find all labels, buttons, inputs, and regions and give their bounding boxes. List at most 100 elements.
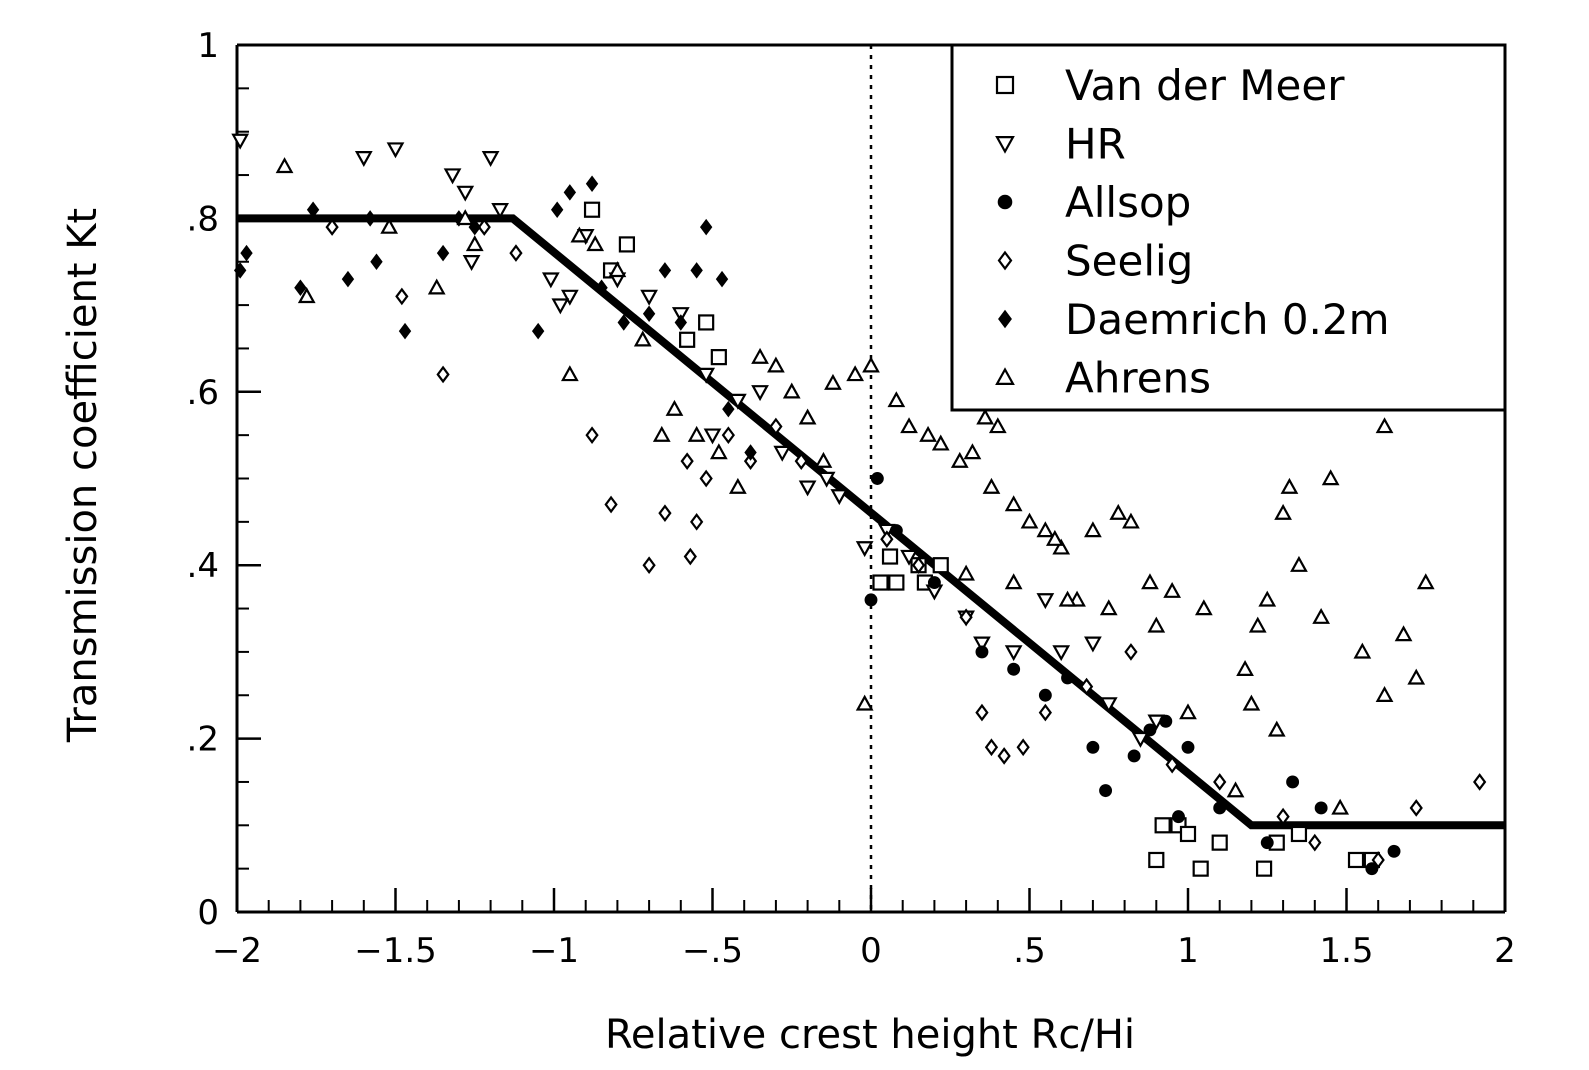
x-tick-label: −2 <box>212 931 262 971</box>
data-point-allsop <box>1159 714 1173 728</box>
data-point-hr <box>1004 645 1023 662</box>
data-point-allsop <box>1127 749 1141 763</box>
legend-label-allsop: Allsop <box>1065 178 1191 227</box>
data-point-ahrens <box>919 425 937 442</box>
data-point-ahrens <box>1163 581 1182 598</box>
data-point-ahrens <box>1280 477 1299 494</box>
data-point-seelig <box>325 218 339 236</box>
data-point-ahrens <box>297 287 316 304</box>
data-point-seelig <box>1165 755 1179 774</box>
data-point-seelig <box>395 287 409 306</box>
data-point-ahrens <box>1058 590 1077 607</box>
data-point-daemrich-0-2m <box>398 322 412 340</box>
data-point-ahrens <box>1321 469 1340 486</box>
data-point-van-der-meer <box>1179 825 1197 843</box>
data-point-daemrich-0-2m <box>715 270 729 288</box>
data-point-ahrens <box>1267 720 1286 737</box>
data-point-ahrens <box>846 365 865 382</box>
data-point-ahrens <box>1045 529 1064 546</box>
data-point-hr <box>456 185 475 202</box>
data-point-hr <box>443 168 462 185</box>
data-point-ahrens <box>665 399 684 416</box>
data-point-van-der-meer <box>1192 860 1209 877</box>
legend-marker-van-der-meer <box>995 75 1015 95</box>
x-axis-title: Relative crest height Rc/Hi <box>605 1012 1135 1058</box>
data-point-ahrens <box>728 477 747 494</box>
data-point-ahrens <box>988 417 1007 434</box>
data-point-hr <box>697 367 716 384</box>
data-point-van-der-meer <box>881 548 899 565</box>
data-point-seelig <box>509 244 523 262</box>
y-axis-title: Transmission coefficient Kt <box>60 208 106 743</box>
data-point-hr <box>231 133 250 150</box>
data-point-ahrens <box>963 443 982 460</box>
data-point-hr <box>798 480 817 497</box>
data-point-van-der-meer <box>872 574 889 591</box>
data-point-ahrens <box>1258 590 1277 607</box>
data-point-ahrens <box>1084 521 1102 538</box>
data-point-ahrens <box>887 391 906 408</box>
data-point-seelig <box>436 365 450 384</box>
data-point-van-der-meer <box>932 557 949 574</box>
data-point-ahrens <box>814 451 833 468</box>
data-point-seelig <box>680 452 694 470</box>
data-point-seelig <box>721 426 735 444</box>
data-point-ahrens <box>862 356 880 373</box>
data-point-hr <box>1052 645 1071 662</box>
data-point-ahrens <box>1122 512 1140 529</box>
data-point-allsop <box>927 576 941 589</box>
data-point-ahrens <box>957 564 975 581</box>
data-point-daemrich-0-2m <box>595 279 608 297</box>
data-point-daemrich-0-2m <box>550 201 564 218</box>
data-point-van-der-meer <box>888 574 905 591</box>
data-points-layer <box>231 133 1487 877</box>
y-tick-label: .4 <box>187 546 219 586</box>
data-point-van-der-meer <box>1255 860 1273 877</box>
data-point-ahrens <box>608 261 627 278</box>
legend-marker-seelig <box>997 250 1013 271</box>
data-point-hr <box>751 385 769 402</box>
data-point-ahrens <box>982 477 1001 494</box>
data-point-seelig <box>1473 773 1487 791</box>
data-point-seelig <box>585 426 599 444</box>
data-point-daemrich-0-2m <box>674 314 687 331</box>
data-point-daemrich-0-2m <box>531 322 545 340</box>
y-tick-label: 1 <box>197 26 219 66</box>
data-point-seelig <box>1079 677 1094 696</box>
data-point-seelig <box>1276 807 1290 826</box>
data-point-daemrich-0-2m <box>233 262 247 279</box>
x-tick-label: 1.5 <box>1319 931 1373 971</box>
data-point-allsop <box>1086 740 1100 754</box>
data-point-ahrens <box>1331 798 1350 815</box>
legend: Van der Meer HR Allsop Seelig Daemrich 0.2m A… <box>950 43 1507 412</box>
data-point-van-der-meer <box>1290 825 1308 843</box>
data-point-ahrens <box>1004 495 1023 512</box>
data-point-daemrich-0-2m <box>617 314 630 331</box>
data-point-ahrens <box>1194 599 1213 616</box>
data-point-allsop <box>1387 844 1401 858</box>
legend-label-daemrich-0-2m: Daemrich 0.2m <box>1065 295 1390 344</box>
data-point-daemrich-0-2m <box>722 400 735 418</box>
data-point-hr <box>541 272 560 289</box>
x-tick-label: −1.5 <box>354 931 437 971</box>
data-point-ahrens <box>380 217 399 234</box>
legend-box <box>950 43 1507 412</box>
data-point-seelig <box>997 747 1011 765</box>
data-point-seelig <box>794 452 808 470</box>
data-point-daemrich-0-2m <box>436 244 450 262</box>
data-point-ahrens <box>900 417 918 434</box>
data-point-seelig <box>699 469 713 488</box>
data-point-hr <box>491 203 509 219</box>
data-point-hr <box>728 393 747 410</box>
data-point-seelig <box>769 417 783 436</box>
x-tick-label: 0 <box>860 931 882 971</box>
data-point-ahrens <box>950 451 969 468</box>
data-point-hr <box>462 255 481 272</box>
data-point-seelig <box>1213 773 1227 791</box>
data-point-hr <box>640 289 658 306</box>
data-point-van-der-meer <box>1347 851 1365 869</box>
data-point-ahrens <box>824 373 842 390</box>
data-point-ahrens <box>1020 512 1039 529</box>
data-point-seelig <box>658 504 672 523</box>
